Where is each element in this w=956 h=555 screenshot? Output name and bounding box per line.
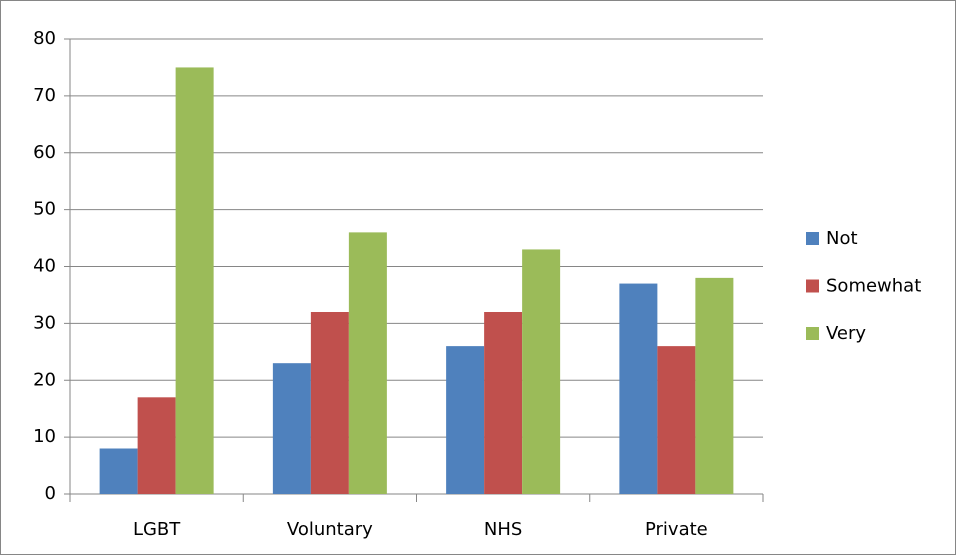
- bar: [695, 277, 734, 494]
- legend-swatch: [806, 327, 819, 340]
- bar: [99, 448, 138, 494]
- bar: [272, 363, 311, 494]
- legend-label: Somewhat: [826, 276, 921, 297]
- bar: [619, 283, 658, 494]
- y-tick-label: 60: [33, 142, 56, 163]
- y-tick-label: 50: [33, 199, 56, 220]
- y-tick-label: 80: [33, 28, 56, 49]
- y-tick-label: 10: [33, 426, 56, 447]
- bar: [522, 249, 561, 494]
- x-tick-label: LGBT: [133, 519, 181, 540]
- y-tick-label: 70: [33, 85, 56, 106]
- bar: [484, 312, 523, 494]
- legend-swatch: [806, 279, 819, 293]
- legend-label: Not: [826, 228, 858, 249]
- bar: [310, 312, 349, 494]
- bar: [446, 346, 485, 494]
- bar: [137, 397, 176, 494]
- legend-label: Very: [826, 323, 866, 344]
- x-tick-label: NHS: [484, 519, 522, 540]
- y-tick-label: 30: [33, 312, 56, 333]
- bar: [657, 346, 696, 494]
- bar: [175, 67, 214, 494]
- x-tick-label: Voluntary: [287, 519, 373, 540]
- y-tick-label: 20: [33, 369, 56, 390]
- legend-swatch: [806, 232, 819, 245]
- y-tick-label: 40: [33, 256, 56, 277]
- y-tick-label: 0: [45, 483, 56, 504]
- x-tick-label: Private: [645, 519, 708, 540]
- bar: [348, 232, 387, 494]
